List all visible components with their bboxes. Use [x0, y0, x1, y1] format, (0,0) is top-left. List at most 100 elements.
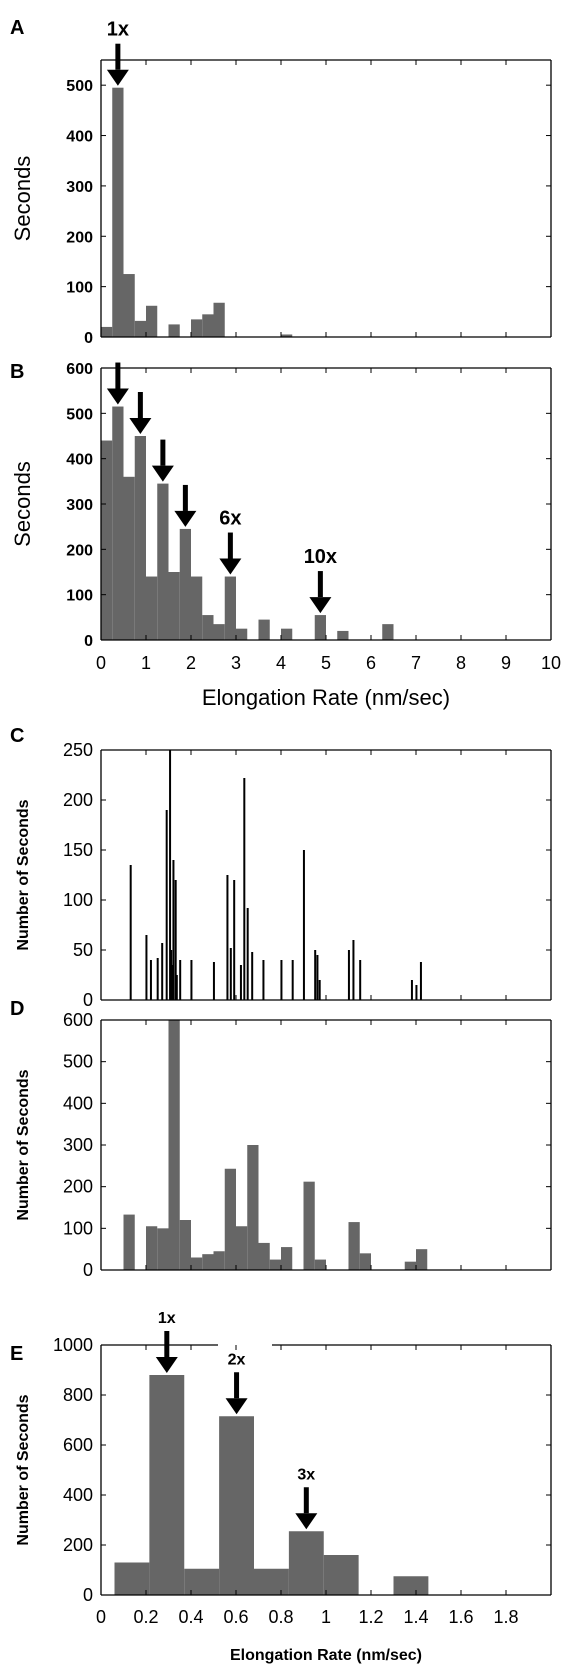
- bar: [419, 962, 422, 1000]
- arrow-head: [174, 510, 197, 527]
- y-tick-label: 0: [83, 1585, 93, 1605]
- arrow-head: [106, 69, 129, 86]
- y-tick-label: 500: [66, 78, 93, 95]
- annotation-label: 1x: [107, 19, 129, 41]
- bar: [123, 1214, 135, 1270]
- panel-label: B: [10, 361, 24, 383]
- x-tick-label: 1.6: [448, 1607, 473, 1627]
- y-tick-label: 250: [63, 740, 93, 760]
- bar: [302, 850, 305, 1000]
- bar: [416, 1249, 428, 1270]
- y-tick-label: 0: [84, 633, 93, 650]
- bar: [226, 875, 229, 1000]
- annotation-label: 6x: [219, 508, 241, 530]
- bar: [169, 750, 172, 1000]
- bar: [184, 1568, 220, 1595]
- bar: [134, 320, 146, 337]
- annotation-label: 1x: [158, 1310, 176, 1327]
- y-tick-label: 600: [63, 1010, 93, 1030]
- bar: [318, 980, 321, 1000]
- arrow-shaft: [160, 439, 166, 466]
- bar: [291, 960, 294, 1000]
- bar: [233, 880, 236, 1000]
- bar: [246, 908, 249, 1000]
- annotation-label: 3x: [297, 1466, 315, 1483]
- x-tick-label: 0.6: [223, 1607, 248, 1627]
- x-tick-label: 0.4: [178, 1607, 203, 1627]
- bar: [175, 975, 178, 1000]
- bar: [243, 778, 246, 1000]
- arrow-shaft: [303, 1487, 309, 1514]
- panel-d: D 0 100 200 300 400 500 600 Number of Seconds: [10, 998, 552, 1280]
- y-tick-label: 0: [83, 990, 93, 1010]
- bar: [314, 615, 326, 640]
- y-axis-label: Seconds: [10, 156, 35, 242]
- bar: [303, 1181, 315, 1270]
- y-tick-label: 200: [66, 542, 93, 559]
- x-tick-label: 8: [456, 653, 466, 673]
- bar: [149, 1375, 185, 1595]
- x-tick-label: 0: [96, 653, 106, 673]
- y-tick-label: 400: [66, 129, 93, 146]
- y-tick-label: 100: [66, 588, 93, 605]
- y-axis-label: Number of Seconds: [15, 1069, 32, 1220]
- bar: [258, 619, 270, 640]
- x-tick-label: 1.8: [493, 1607, 518, 1627]
- x-tick-label: 1: [141, 653, 151, 673]
- bar: [415, 985, 418, 1000]
- y-tick-label: 600: [63, 1435, 93, 1455]
- bar: [165, 810, 168, 1000]
- arrow-shaft: [182, 484, 188, 511]
- arrow-shaft: [115, 362, 121, 389]
- y-tick-label: 400: [66, 452, 93, 469]
- y-tick-label: 200: [66, 229, 93, 246]
- bar: [404, 1261, 416, 1270]
- bar: [213, 1251, 225, 1270]
- x-axis-label: Elongation Rate (nm/sec): [202, 685, 450, 710]
- x-tick-label: 10: [541, 653, 561, 673]
- bar: [172, 860, 175, 1000]
- arrow-head: [151, 465, 174, 482]
- bar: [314, 1259, 326, 1270]
- y-tick-label: 50: [73, 940, 93, 960]
- panel-label: E: [10, 1343, 23, 1365]
- x-tick-label: 1: [321, 1607, 331, 1627]
- bar: [191, 1257, 203, 1270]
- bar: [179, 1220, 191, 1270]
- bar: [146, 576, 158, 640]
- bar: [224, 576, 236, 640]
- bar: [161, 943, 164, 1000]
- y-tick-label: 0: [84, 330, 93, 347]
- y-tick-label: 400: [63, 1093, 93, 1113]
- bar: [191, 319, 203, 337]
- arrow-shaft: [164, 1331, 170, 1357]
- bar: [146, 1226, 158, 1270]
- x-tick-label: 6: [366, 653, 376, 673]
- bar: [323, 1555, 359, 1595]
- x-tick-label: 1.2: [358, 1607, 383, 1627]
- bar: [202, 615, 214, 640]
- y-tick-label: 100: [63, 890, 93, 910]
- bar: [224, 1168, 236, 1270]
- panel-label: C: [10, 725, 24, 747]
- arrow-head: [155, 1357, 178, 1373]
- bar: [191, 576, 203, 640]
- bar: [170, 950, 173, 1000]
- bar: [382, 624, 394, 640]
- bar: [171, 965, 174, 1000]
- bar: [393, 1576, 429, 1595]
- bar: [229, 948, 232, 1000]
- bar: [134, 436, 146, 640]
- bar: [251, 952, 254, 1000]
- bar: [168, 324, 180, 337]
- arrow-shaft: [115, 43, 121, 70]
- arrow-shaft: [137, 392, 143, 418]
- bar: [281, 1247, 293, 1270]
- bar: [288, 1531, 324, 1595]
- bar: [123, 274, 135, 337]
- x-tick-label: 7: [411, 653, 421, 673]
- bar: [213, 302, 225, 337]
- y-tick-label: 1000: [53, 1335, 93, 1355]
- bar: [219, 1416, 254, 1595]
